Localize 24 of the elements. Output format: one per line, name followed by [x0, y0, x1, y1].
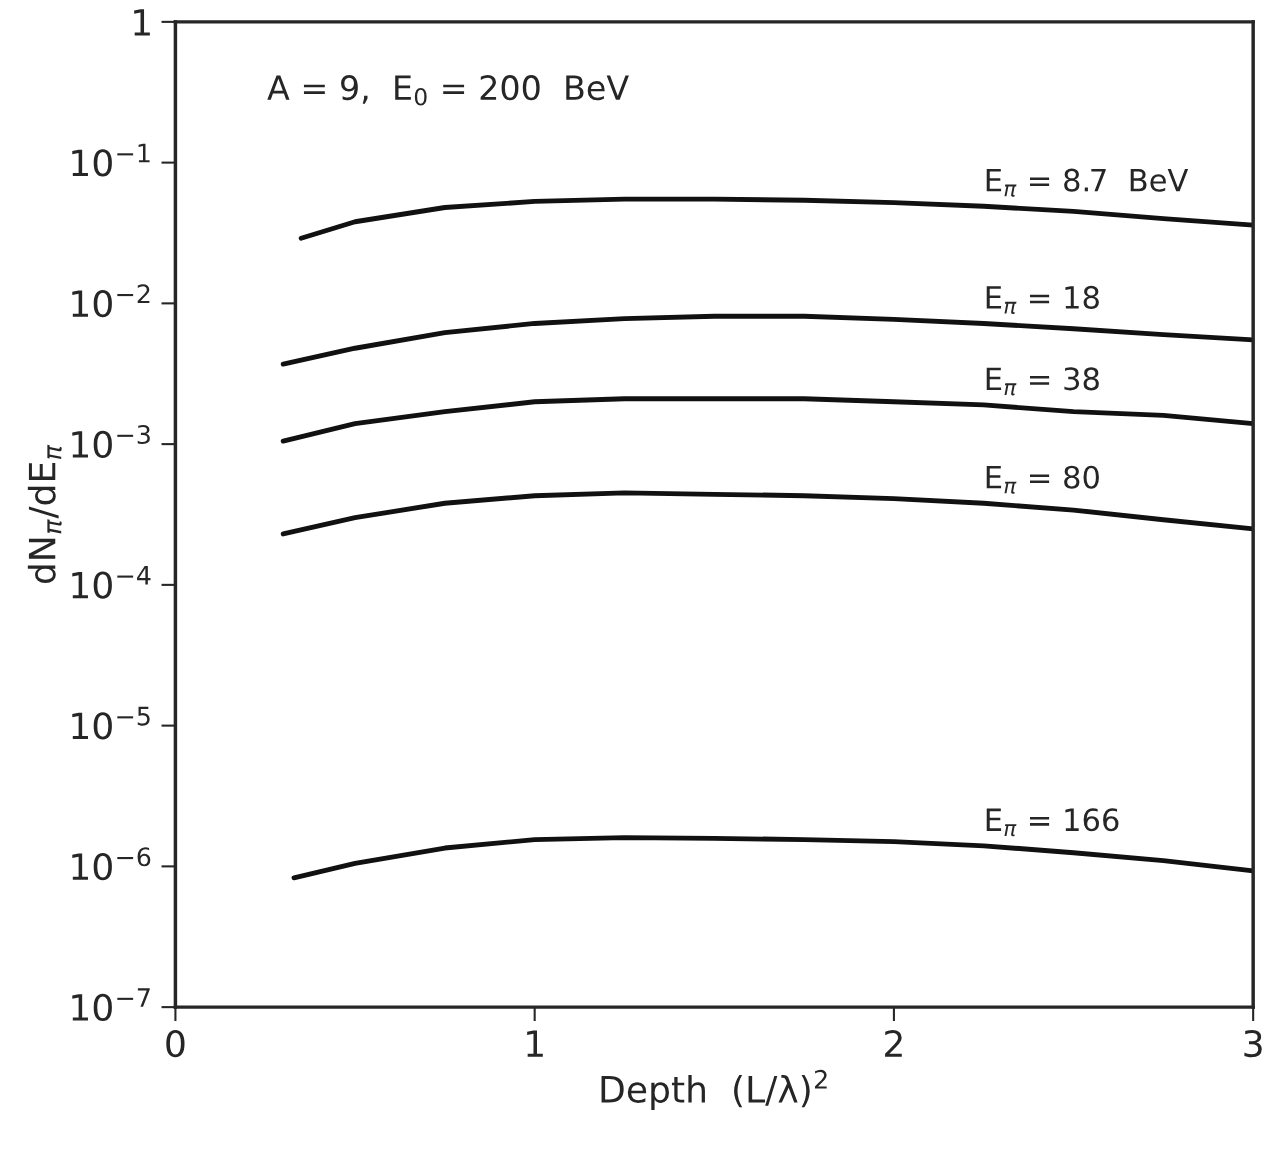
line-series [280, 313, 1254, 367]
line-series [291, 835, 1254, 881]
y-tick-label: 10$^{−3}$ [72, 424, 150, 459]
y-tick-label: 10$^{−4}$ [72, 566, 151, 599]
y-tick-label: 10$^{−6}$ [72, 847, 151, 881]
x-tick-label: 1 [527, 1030, 543, 1057]
y-axis-title: dN$_{π}$/dE$_{π}$ [27, 444, 62, 584]
series-label: E$_{π}$ = 18 [986, 285, 1099, 314]
line-series [280, 396, 1254, 444]
y-tick-label: 10$^{−2}$ [72, 284, 150, 318]
x-axis-title: Depth (L/λ)$^{2}$ [601, 1069, 827, 1110]
x-tick-label: 0 [166, 1029, 185, 1058]
y-tick-label: 10$^{−1}$ [72, 143, 150, 177]
y-tick-label: 1 [134, 9, 150, 36]
series-label: E$_{π}$ = 80 [986, 465, 1099, 494]
x-tick-label: 3 [1244, 1029, 1262, 1058]
series-label: E$_{π}$ = 8.7 BeV [986, 168, 1189, 197]
series-label: E$_{π}$ = 166 [986, 808, 1119, 837]
line-series [298, 196, 1254, 241]
x-tick-label: 2 [885, 1029, 902, 1057]
series-label: E$_{π}$ = 38 [986, 367, 1099, 396]
annotation: A = 9, E$_{0}$ = 200 BeV [267, 75, 629, 106]
y-tick-label: 10$^{−7}$ [72, 988, 150, 1022]
y-tick-label: 10$^{−5}$ [72, 706, 150, 740]
